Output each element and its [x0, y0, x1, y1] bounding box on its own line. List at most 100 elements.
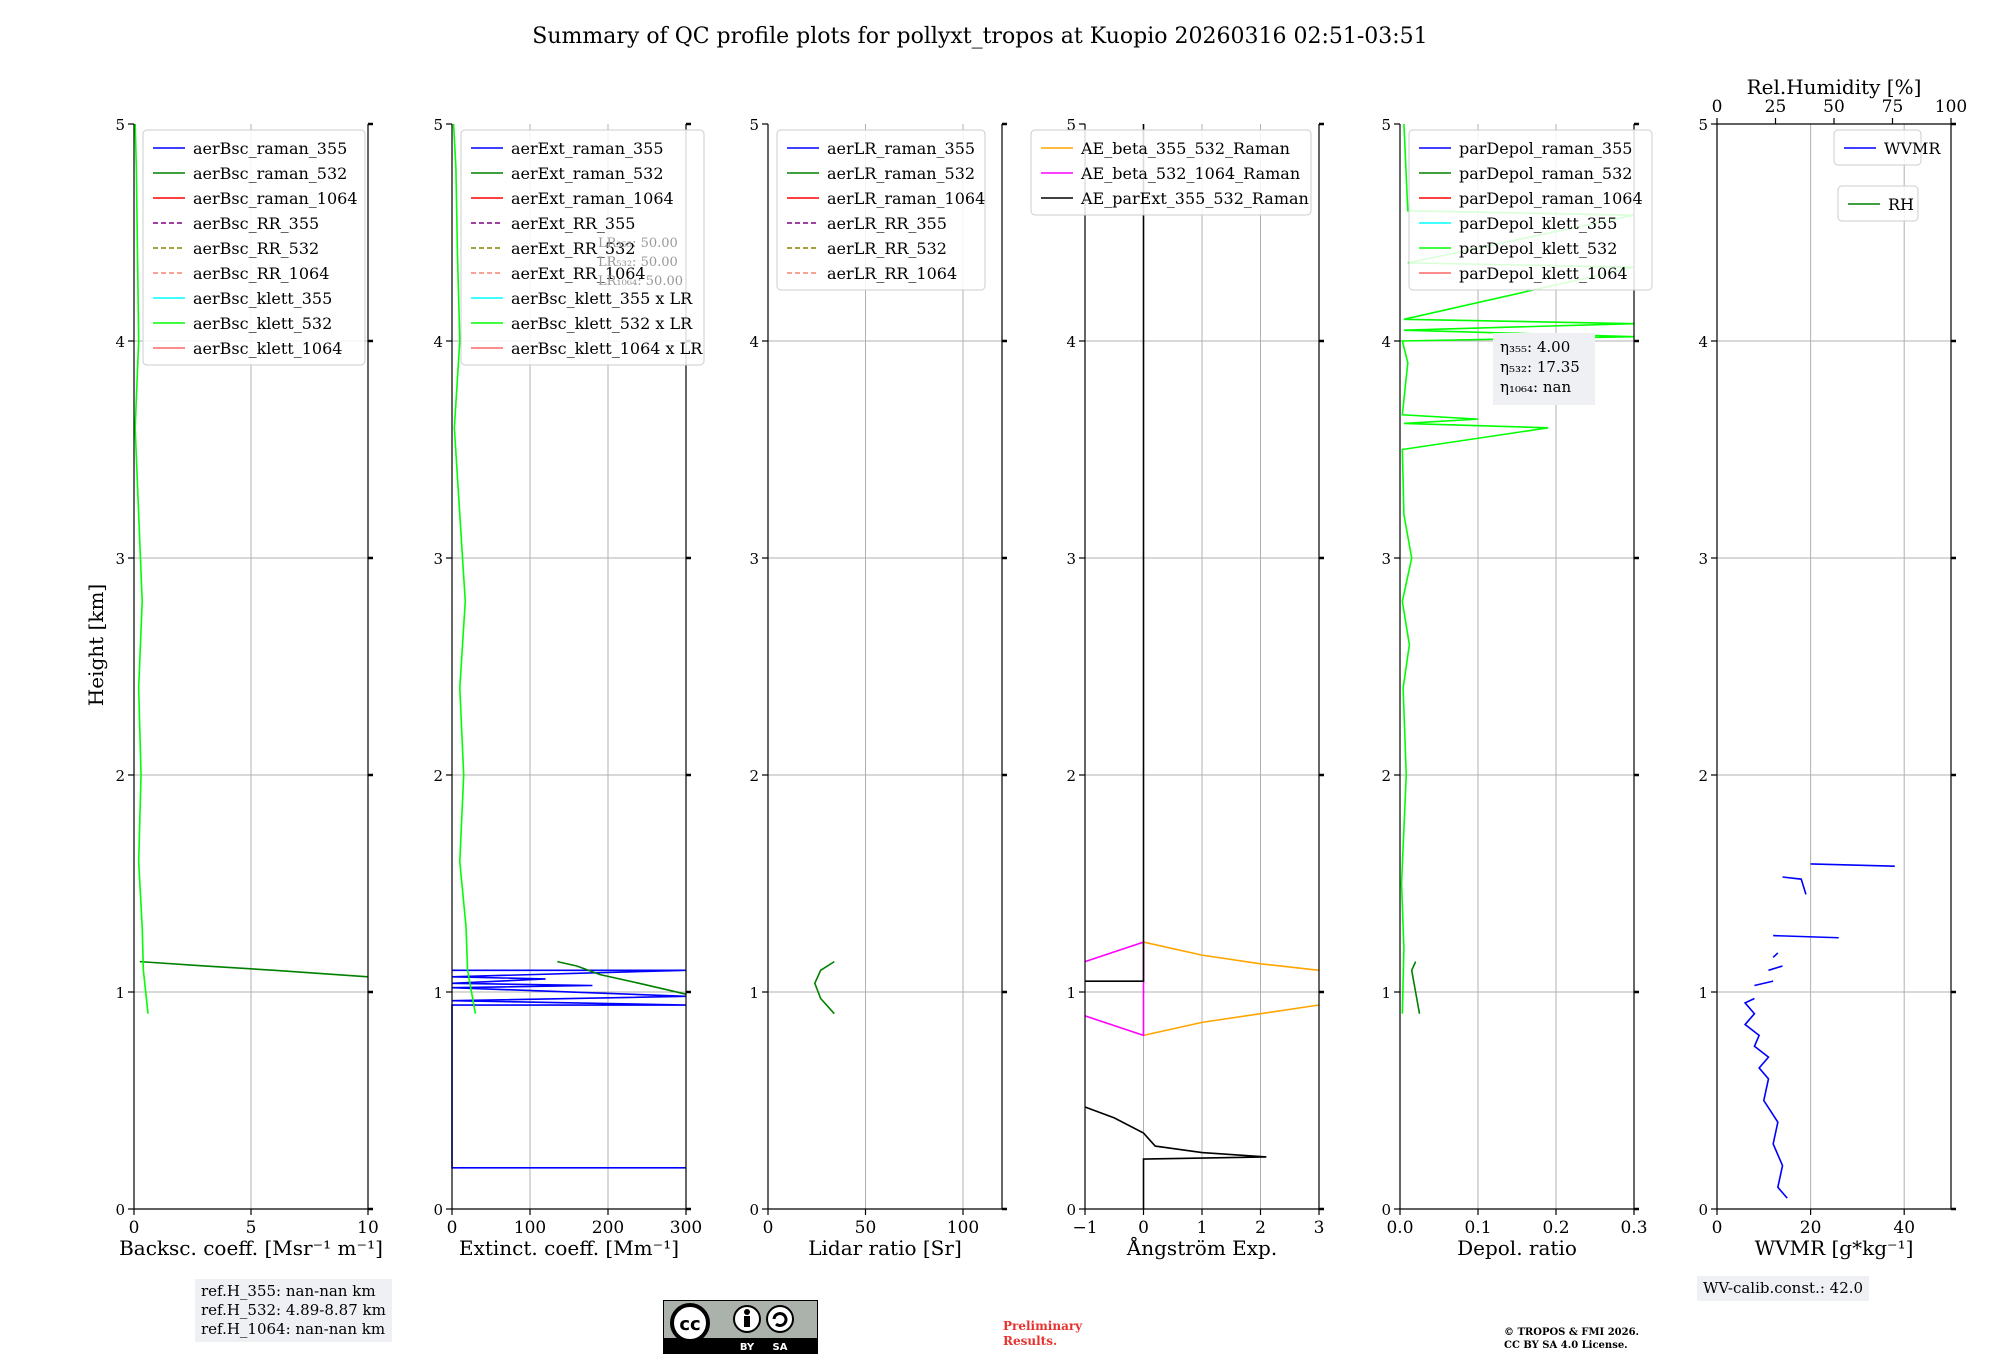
x-tick-label: 0.2	[1542, 1218, 1569, 1238]
x-tick-label: 3	[1314, 1218, 1325, 1238]
eta-label: η₁₀₆₄: nan	[1500, 378, 1571, 396]
y-tick-label: 3	[1698, 550, 1708, 568]
series-aerExt_raman_532	[557, 960, 687, 995]
y-axis-label: Height [km]	[84, 584, 108, 706]
y-tick-label: 3	[1066, 550, 1076, 568]
legend-label: aerExt_RR_532	[511, 239, 635, 258]
legend-label: parDepol_klett_355	[1459, 214, 1617, 233]
series-WVMR_seg2	[1768, 965, 1783, 972]
y-tick-label: 3	[749, 550, 759, 568]
y-tick-label: 1	[1698, 984, 1708, 1002]
x-axis-label: Lidar ratio [Sr]	[808, 1236, 962, 1260]
x-tick-label: 20	[1800, 1218, 1822, 1238]
legend-label: aerLR_RR_532	[827, 239, 947, 258]
panel-5: 0 1 2 3 4 5 0.0 0.1 0.2 0.3 Depol. ratio parDepol_r…	[1381, 116, 1653, 1260]
top-tick-label: 0	[1712, 97, 1723, 117]
legend-label: aerBsc_klett_1064	[193, 339, 342, 358]
y-tick-label: 0	[1066, 1201, 1076, 1219]
legend-label: aerBsc_klett_1064 x LR	[511, 339, 703, 358]
legend-label: parDepol_raman_532	[1459, 164, 1632, 183]
legend-label: parDepol_klett_1064	[1459, 264, 1628, 283]
legend-label: aerBsc_RR_355	[193, 214, 319, 233]
preliminary-line-1: Preliminary	[1003, 1319, 1083, 1333]
y-tick-label: 5	[1066, 116, 1076, 134]
series-WVMR_seg5	[1782, 876, 1807, 895]
legend-label: aerBsc_klett_532	[193, 314, 332, 333]
legend-label: aerExt_RR_355	[511, 214, 635, 233]
y-tick-label: 0	[1698, 1201, 1708, 1219]
top-tick-label: 100	[1935, 97, 1967, 117]
y-tick-label: 5	[115, 116, 125, 134]
y-tick-label: 2	[115, 767, 125, 785]
legend-label: RH	[1888, 195, 1914, 214]
x-axis-label: Ångström Exp.	[1126, 1235, 1277, 1260]
series-AE_parExt_355_532_Raman_b	[1084, 1106, 1267, 1209]
y-tick-label: 3	[433, 550, 443, 568]
x-axis-label: Extinct. coeff. [Mm⁻¹]	[459, 1236, 679, 1260]
y-tick-label: 4	[433, 333, 443, 351]
x-tick-label: 40	[1893, 1218, 1915, 1238]
preliminary-line-2: Results.	[1003, 1334, 1058, 1348]
lidar-ratio-label: LR₅₃₂: 50.00	[598, 255, 678, 270]
legend-label: aerLR_RR_355	[827, 214, 947, 233]
legend-box	[1408, 129, 1653, 291]
copyright-line-2: CC BY SA 4.0 License.	[1504, 1340, 1628, 1351]
y-tick-label: 0	[749, 1201, 759, 1219]
legend-label: aerExt_RR_1064	[511, 264, 646, 283]
lidar-ratio-label: LR₁₀₆₄: 50.00	[598, 274, 683, 289]
series-WVMR_seg3	[1772, 952, 1779, 958]
y-tick-label: 4	[1066, 333, 1076, 351]
eta-label: η₃₅₅: 4.00	[1500, 338, 1570, 356]
x-tick-label: 100	[514, 1218, 546, 1238]
legend-label: parDepol_klett_532	[1459, 239, 1617, 258]
x-axis-label: Backsc. coeff. [Msr⁻¹ m⁻¹]	[119, 1236, 383, 1260]
legend-label: WVMR	[1884, 139, 1941, 158]
y-tick-label: 2	[1066, 767, 1076, 785]
cc-by-label: BY	[740, 1342, 755, 1353]
legend-label: aerLR_raman_532	[827, 164, 975, 183]
top-axis-label: Rel.Humidity [%]	[1747, 75, 1922, 99]
series-parDepol_raman_532	[1410, 961, 1421, 1014]
x-tick-label: 0	[447, 1218, 458, 1238]
y-tick-label: 4	[1381, 333, 1391, 351]
legend-label: parDepol_raman_355	[1459, 139, 1632, 158]
y-tick-label: 2	[1698, 767, 1708, 785]
x-tick-label: 5	[246, 1218, 257, 1238]
top-tick-label: 75	[1882, 97, 1904, 117]
legend-label: aerBsc_raman_1064	[193, 189, 358, 208]
eta-label: η₅₃₂: 17.35	[1500, 358, 1580, 376]
sa-icon	[766, 1305, 794, 1333]
copyright-line-1: © TROPOS & FMI 2026.	[1504, 1327, 1640, 1338]
y-tick-label: 0	[1381, 1201, 1391, 1219]
series-AE_parExt_355_532_Raman	[1085, 124, 1145, 982]
ref-height-355: ref.H_355: nan-nan km	[201, 1282, 376, 1300]
y-tick-label: 0	[433, 1201, 443, 1219]
legend-label: aerLR_raman_1064	[827, 189, 985, 208]
series-WVMR_seg1	[1754, 980, 1774, 987]
legend-box	[776, 129, 986, 291]
legend-label: aerBsc_raman_355	[193, 139, 347, 158]
y-tick-label: 2	[1381, 767, 1391, 785]
series-AE_beta_532_1064_Raman	[1084, 940, 1145, 1037]
legend-label: aerExt_raman_1064	[511, 189, 674, 208]
preliminary-notice: Preliminary Results.	[1003, 1319, 1082, 1349]
x-axis-label: Depol. ratio	[1457, 1236, 1577, 1260]
legend-label: aerBsc_klett_355	[193, 289, 332, 308]
legend-box	[460, 129, 705, 366]
top-tick-label: 50	[1823, 97, 1845, 117]
x-tick-label: 1	[1197, 1218, 1208, 1238]
y-tick-label: 4	[115, 333, 125, 351]
y-tick-label: 0	[115, 1201, 125, 1219]
y-tick-label: 1	[1381, 984, 1391, 1002]
series-WVMR	[1743, 997, 1788, 1199]
lidar-ratio-label: LR₃₅₅: 50.00	[598, 236, 678, 251]
cc-logo-text: cc	[679, 1314, 700, 1335]
legend-label: AE_beta_532_1064_Raman	[1080, 164, 1300, 183]
legend-box	[1030, 129, 1312, 216]
legend-box	[142, 129, 366, 366]
y-tick-label: 5	[433, 116, 443, 134]
y-tick-label: 3	[1381, 550, 1391, 568]
